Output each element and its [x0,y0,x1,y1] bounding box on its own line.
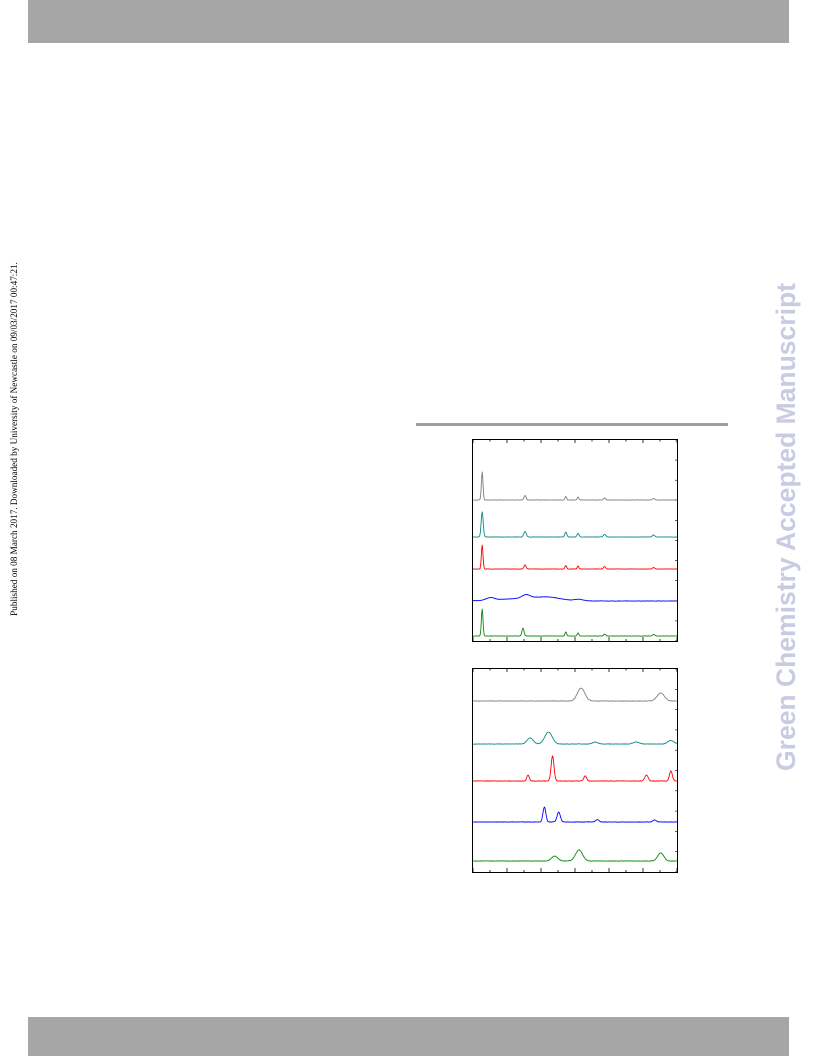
spectrum-series-line [473,471,677,501]
axis-ticks [473,669,677,872]
spectrum-series-line [473,755,677,782]
download-notice: Published on 08 March 2017. Downloaded b… [9,262,19,616]
spectrum-chart-bottom [472,668,678,873]
footer-bar [28,1017,789,1056]
spectrum-series-line [473,731,677,745]
spectrum-series-line [473,511,677,538]
spectrum-series-line [473,594,677,602]
spectrum-chart-top-plot [473,440,677,641]
spectrum-chart-top [472,439,678,642]
spectrum-chart-bottom-plot [473,669,677,872]
header-bar [28,0,789,43]
journal-watermark: Green Chemistry Accepted Manuscript [771,283,801,771]
spectrum-series-line [473,608,677,637]
spectrum-series-line [473,544,677,570]
spectrum-series-line [473,687,677,702]
axis-ticks [473,440,677,641]
spectrum-series-line [473,849,677,862]
spectrum-series-line [473,806,677,823]
section-separator [416,423,728,426]
